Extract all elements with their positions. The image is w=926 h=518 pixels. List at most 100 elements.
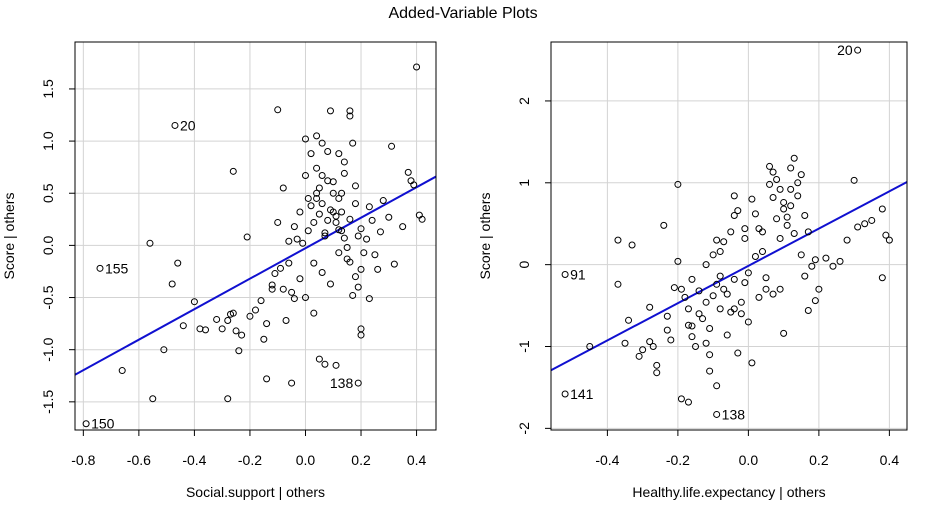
data-point [174,259,182,267]
data-point [290,295,298,303]
y-axis-title: Score | others [477,193,493,280]
data-point [713,382,721,390]
data-point [343,243,351,251]
y-tick-label: 0.0 [40,235,56,255]
data-point [299,239,307,247]
data-point [706,367,714,375]
data-point [274,106,282,114]
data-point [730,192,738,200]
data-point [321,232,329,240]
data-point [776,285,784,293]
data-point [695,287,703,295]
data-point [681,293,689,301]
data-point [346,215,354,223]
data-point [318,200,326,208]
data-point [324,177,332,185]
data-point [773,176,781,184]
data-point [368,216,376,224]
data-point [734,349,742,357]
data-point [351,273,359,281]
y-tick-label: 1 [516,179,532,187]
data-point [307,202,315,210]
data-point [780,329,788,337]
data-point [410,181,418,189]
labeled-data-point [561,270,569,278]
data-point [720,238,728,246]
data-point [329,189,337,197]
data-point [338,208,346,216]
data-point [332,361,340,369]
data-point [321,360,329,368]
data-point [709,292,717,300]
data-point [868,216,876,224]
data-point [160,346,168,354]
labeled-data-point [171,121,179,129]
data-point [614,280,622,288]
data-point [716,305,724,313]
data-point [257,297,265,305]
data-point [755,225,763,233]
data-point [797,251,805,259]
data-point [709,251,717,259]
data-point [780,198,788,206]
data-point [313,132,321,140]
data-point [285,237,293,245]
data-point [706,324,714,332]
data-point [346,107,354,115]
data-point [379,197,387,205]
x-axis-title: Healthy.life.expectancy | others [632,484,825,500]
data-point [737,298,745,306]
data-point [301,135,309,143]
data-point [677,395,685,403]
data-point [794,192,802,200]
data-point [313,194,321,202]
data-point [751,210,759,218]
data-point [310,259,318,267]
x-tick-label: 0.0 [739,452,759,468]
data-point [766,180,774,188]
data-point [804,228,812,236]
data-point [357,331,365,339]
data-point [168,280,176,288]
data-point [684,321,692,329]
data-point [288,288,296,296]
data-point [850,176,858,184]
data-point [699,315,707,323]
data-point [351,182,359,190]
data-point [263,375,271,383]
x-axis: -0.8 -0.6 -0.4 -0.2 0.0 0.2 0.4 [71,430,427,468]
data-point [296,275,304,283]
data-point [758,248,766,256]
data-point [653,361,661,369]
data-point [293,235,301,243]
data-point [243,233,251,241]
data-point [804,306,812,314]
data-point [663,326,671,334]
labeled-points: 150 20 155 138 [82,117,362,432]
data-point [318,172,326,180]
data-point [646,303,654,311]
data-point [801,212,809,220]
data-point [730,305,738,313]
data-point [418,215,426,223]
data-point [649,343,657,351]
data-point [324,148,332,156]
data-point [720,285,728,293]
data-point [713,280,721,288]
data-point [315,355,323,363]
data-point [734,207,742,215]
data-point [688,275,696,283]
data-point [335,226,343,234]
data-point [399,223,407,231]
data-points [586,154,893,406]
data-point [246,312,254,320]
data-point [288,379,296,387]
data-point [702,339,710,347]
point-label: 150 [91,416,115,432]
data-point [346,112,354,120]
point-label: 155 [105,260,129,276]
data-point [388,142,396,150]
data-point [744,269,752,277]
regression-line [75,175,436,376]
